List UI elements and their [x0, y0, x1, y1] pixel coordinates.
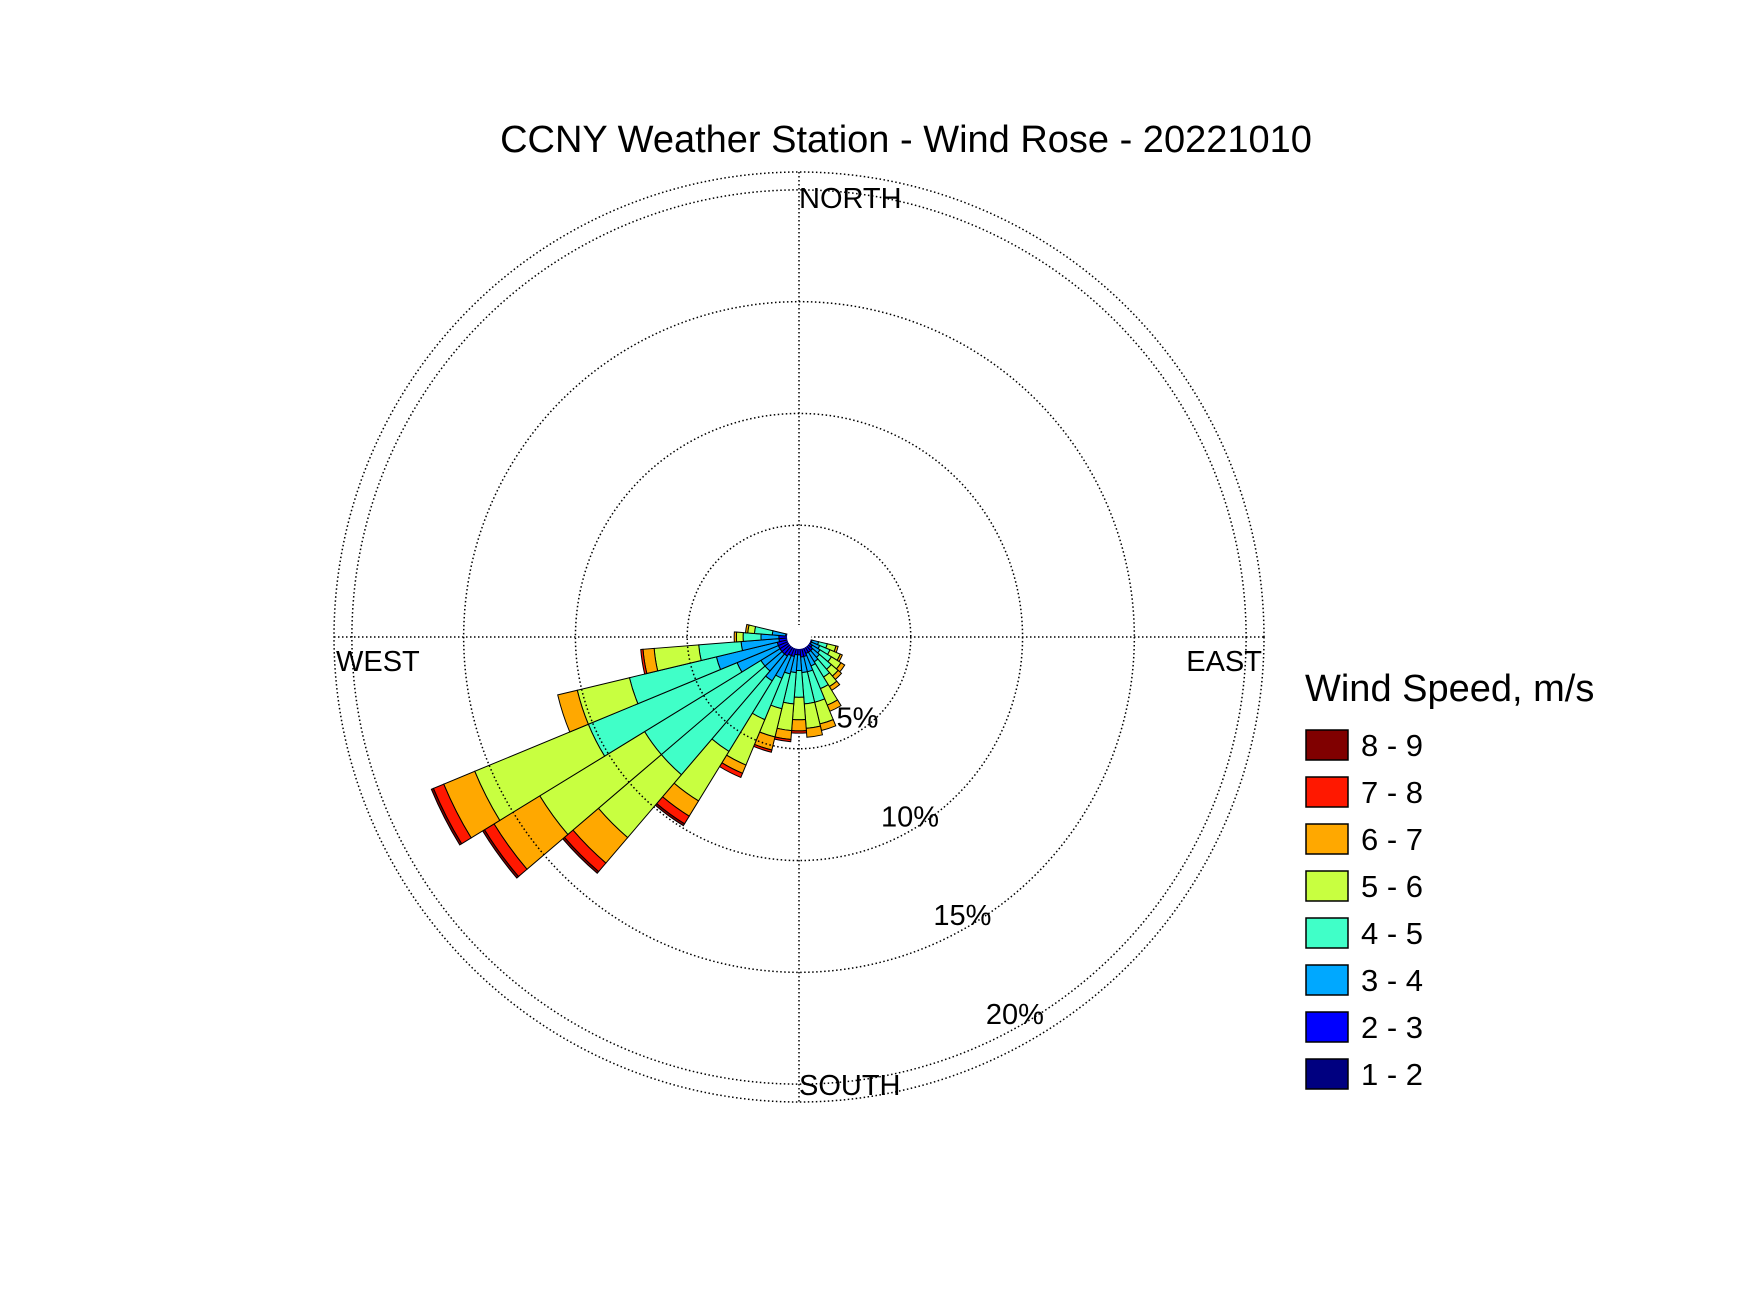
- dir-label-west: WEST: [336, 646, 420, 678]
- legend-swatch-4: [1305, 917, 1349, 949]
- legend-swatch-5: [1305, 870, 1349, 902]
- wedge-dir-180-bin-6: [791, 718, 807, 732]
- grid-ring-1: [686, 524, 912, 750]
- ring-label-1: 5%: [837, 703, 879, 735]
- wedge-dir-261-bin-7: [640, 648, 648, 675]
- legend-label-1: 1 - 2: [1361, 1057, 1423, 1092]
- wedge-dir-243-bin-8: [430, 787, 463, 846]
- grid-ring-5: [333, 171, 1265, 1103]
- legend-swatch-6: [1305, 823, 1349, 855]
- ring-label-3: 15%: [933, 900, 991, 932]
- legend-label-8: 8 - 9: [1361, 728, 1423, 763]
- legend: 8 - 9 7 - 8 6 - 7 5 - 6 4 - 5 3 - 4 2 - 3 1 - 2: [1305, 728, 1423, 1092]
- legend-swatch-7: [1305, 776, 1349, 808]
- wedge-dir-180-bin-7: [790, 730, 808, 734]
- wedge-dir-252-bin-6: [557, 689, 589, 733]
- wedge-dir-270-bin-5: [735, 631, 744, 643]
- center-hole: [787, 625, 811, 649]
- wedge-dir-279-bin-6: [744, 623, 750, 634]
- wedge-dir-279-bin-3: [771, 630, 787, 637]
- grid-ring-2: [574, 412, 1024, 862]
- wedge-layer: [430, 623, 846, 879]
- legend-label-7: 7 - 8: [1361, 775, 1423, 810]
- legend-swatch-3: [1305, 964, 1349, 996]
- ring-label-2: 10%: [881, 801, 939, 833]
- ring-layer: 5% 10% 15% 20%: [333, 171, 1265, 1103]
- legend-label-5: 5 - 6: [1361, 869, 1423, 904]
- dir-label-south: SOUTH: [799, 1070, 901, 1102]
- legend-label-4: 4 - 5: [1361, 916, 1423, 951]
- legend-label-3: 3 - 4: [1361, 963, 1423, 998]
- wedge-dir-279-bin-4: [753, 625, 774, 636]
- legend-swatch-8: [1305, 729, 1349, 761]
- wedge-dir-270-bin-6: [733, 631, 738, 643]
- dir-label-north: NORTH: [799, 183, 902, 215]
- chart-title: CCNY Weather Station - Wind Rose - 20221…: [500, 119, 1312, 161]
- legend-label-2: 2 - 3: [1361, 1010, 1423, 1045]
- ring-label-4: 20%: [986, 999, 1044, 1031]
- legend-swatch-1: [1305, 1058, 1349, 1090]
- grid-ring-4: [351, 189, 1247, 1085]
- grid-ring-3: [462, 300, 1136, 974]
- legend-title: Wind Speed, m/s: [1305, 668, 1594, 710]
- legend-label-6: 6 - 7: [1361, 822, 1423, 857]
- legend-swatch-2: [1305, 1011, 1349, 1043]
- dir-label-east: EAST: [1186, 646, 1262, 678]
- wedge-dir-171-bin-6: [805, 725, 824, 738]
